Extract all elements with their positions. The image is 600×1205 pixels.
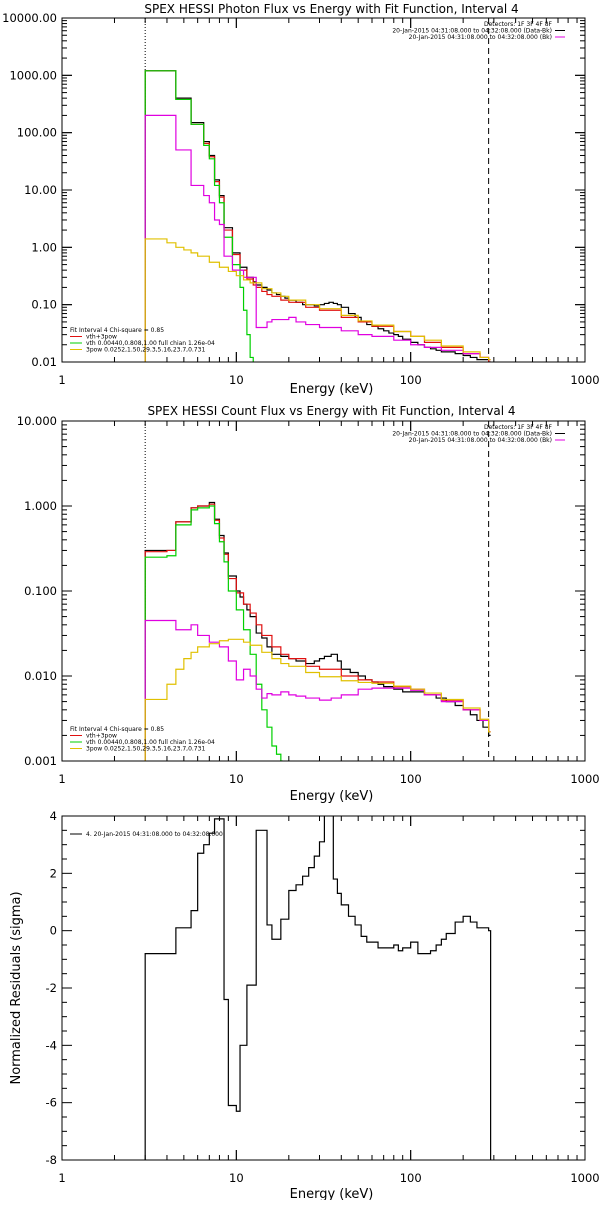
legend-entry: Fit Interval 4 Chi-square = 0.85 [70,726,164,733]
spex-figure: SPEX HESSI Photon Flux vs Energy with Fi… [0,0,600,1200]
y-tick-label: 0.10 [31,298,57,312]
y-tick-label: 1000.00 [9,68,57,82]
x-tick-label: 1 [58,373,65,387]
y-tick-label: 10.000 [17,414,57,428]
y-tick-label: 10.00 [24,183,57,197]
legend-entry: 3pow 0.0252,1.50,29.3,5.16,23.7,0.731 [86,746,205,753]
x-axis-label: Energy (keV) [290,789,374,804]
legend-entry: Fit Interval 4 Chi-square = 0.85 [70,327,164,334]
y-tick-label: 10000.00 [2,11,57,25]
x-tick-label: 10 [229,1171,244,1185]
x-tick-label: 10 [229,373,244,387]
legend-entry: 3pow 0.0252,1.50,29.3,5.16,23.7,0.731 [86,347,205,354]
y-tick-label: 4 [50,809,57,823]
x-tick-label: 1 [58,772,65,786]
y-tick-label: 2 [50,866,57,880]
y-axis-label: Normalized Residuals (sigma) [9,891,24,1084]
x-tick-label: 1000 [570,1171,599,1185]
y-tick-label: 1.000 [24,499,57,513]
header-line: 20-Jan-2015 04:31:08.000 to 04:32:08.000… [409,437,552,444]
x-tick-label: 100 [400,772,422,786]
y-tick-label: 1.00 [31,240,57,254]
y-tick-label: 0.001 [24,754,57,768]
x-tick-label: 100 [400,1171,422,1185]
y-tick-label: -2 [46,981,57,995]
y-tick-label: -8 [46,1153,57,1167]
x-tick-label: 1000 [570,373,599,387]
y-tick-label: 100.00 [17,126,57,140]
figure-canvas: SPEX HESSI Photon Flux vs Energy with Fi… [0,0,600,1200]
y-tick-label: 0 [50,924,57,938]
chart-title: SPEX HESSI Count Flux vs Energy with Fit… [147,404,515,418]
x-tick-label: 1 [58,1171,65,1185]
y-tick-label: -4 [46,1038,57,1052]
header-line: 20-Jan-2015 04:31:08.000 to 04:32:08.000… [409,34,552,41]
x-tick-label: 100 [400,373,422,387]
legend-entry: 4. 20-Jan-2015 04:31:08.000 to 04:32:08.… [86,831,223,838]
y-tick-label: -6 [46,1096,57,1110]
y-tick-label: 0.01 [31,355,57,369]
x-axis-label: Energy (keV) [290,1187,374,1200]
x-tick-label: 10 [229,772,244,786]
y-tick-label: 0.010 [24,669,57,683]
x-axis-label: Energy (keV) [290,382,374,397]
chart-title: SPEX HESSI Photon Flux vs Energy with Fi… [144,2,518,16]
y-tick-label: 0.100 [24,584,57,598]
x-tick-label: 1000 [570,772,599,786]
